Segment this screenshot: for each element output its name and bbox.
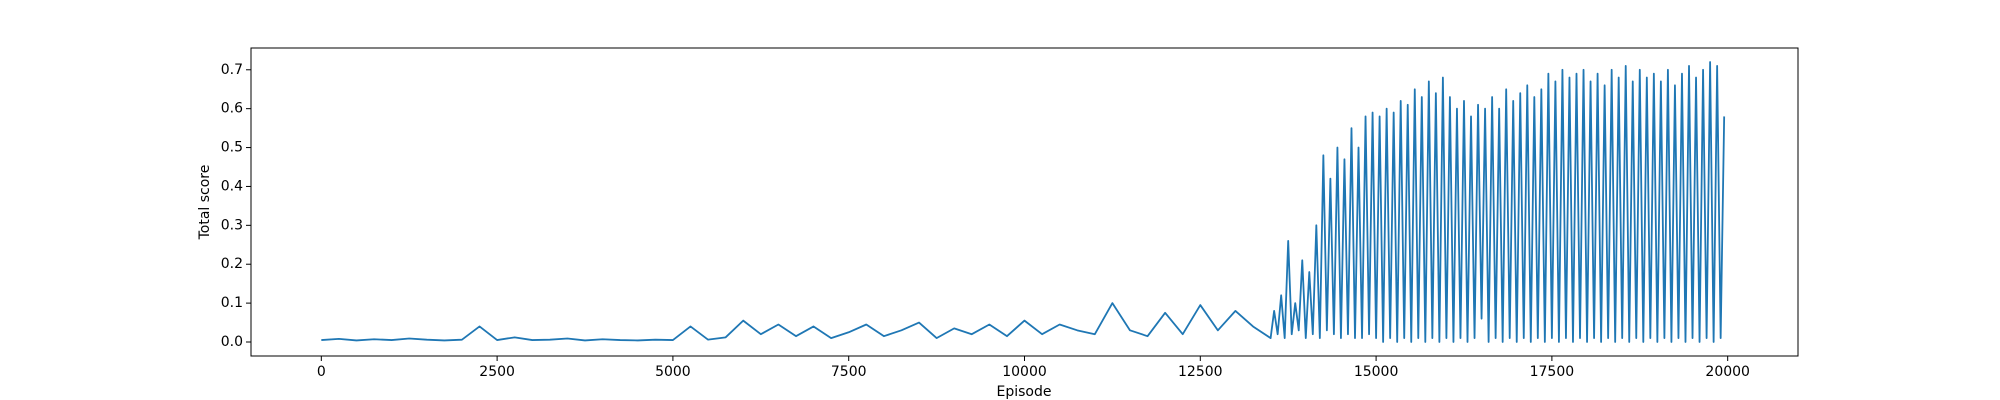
x-tick-label: 17500 xyxy=(1530,364,1575,380)
data-line xyxy=(321,61,1726,343)
x-axis-label: Episode xyxy=(997,384,1052,400)
y-tick-label: 0.6 xyxy=(221,101,243,117)
y-tick-label: 0.0 xyxy=(221,334,243,350)
y-tick-label: 0.7 xyxy=(221,62,243,78)
x-tick-label: 0 xyxy=(317,364,326,380)
x-tick-label: 20000 xyxy=(1705,364,1750,380)
x-tick-label: 12500 xyxy=(1178,364,1223,380)
x-tick-label: 2500 xyxy=(479,364,515,380)
y-tick-label: 0.5 xyxy=(221,140,243,156)
plot-frame xyxy=(250,47,1799,357)
x-tick-label: 7500 xyxy=(831,364,867,380)
x-tick-label: 10000 xyxy=(1002,364,1047,380)
y-tick-label: 0.3 xyxy=(221,217,243,233)
y-tick-label: 0.1 xyxy=(221,295,243,311)
x-tick-label: 15000 xyxy=(1354,364,1399,380)
y-tick-label: 0.4 xyxy=(221,178,243,194)
y-tick-label: 0.2 xyxy=(221,256,243,272)
y-axis-label: Total score xyxy=(197,165,213,241)
x-tick-label: 5000 xyxy=(655,364,691,380)
